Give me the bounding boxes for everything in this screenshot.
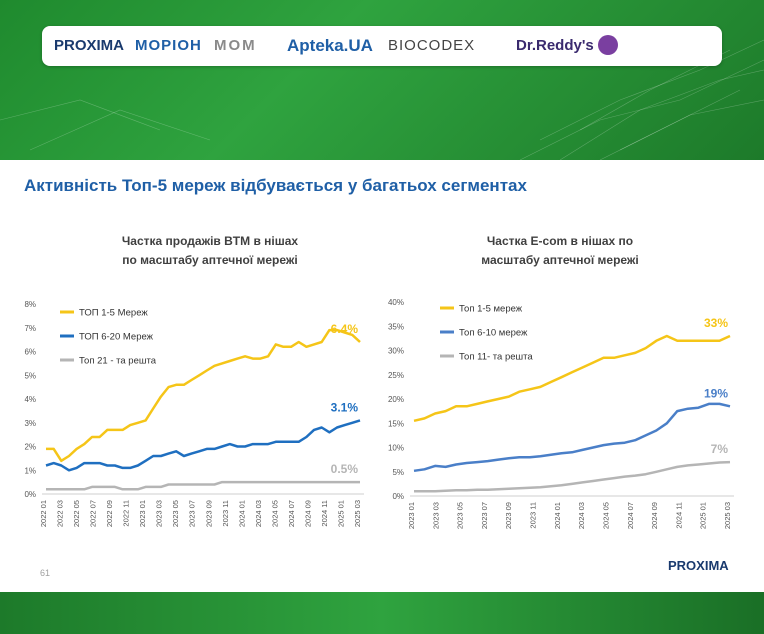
y-tick-label: 2% — [24, 443, 36, 452]
legend-label-1: ТОП 1-5 Мереж — [79, 308, 148, 319]
page-number: 61 — [40, 568, 51, 578]
legend-label-1: Топ 1-5 мереж — [459, 304, 523, 315]
series-line-3 — [46, 480, 360, 491]
x-tick-label: 2024 03 — [577, 502, 586, 529]
series-end-label-2: 19% — [704, 386, 728, 400]
series-line-1 — [46, 328, 361, 463]
x-tick-label: 2024 01 — [553, 502, 562, 529]
footer-background — [0, 592, 764, 634]
legend-label-2: Топ 6-10 мереж — [459, 328, 528, 339]
dr-reddys-logo: Dr.Reddy's — [516, 37, 594, 54]
x-tick-label: 2024 05 — [270, 500, 279, 527]
x-tick-label: 2022 05 — [72, 500, 81, 527]
x-tick-label: 2024 03 — [254, 500, 263, 527]
x-tick-label: 2025 03 — [353, 500, 362, 527]
x-tick-label: 2025 03 — [723, 502, 732, 529]
y-tick-label: 35% — [388, 322, 404, 331]
x-tick-label: 2023 11 — [529, 502, 538, 529]
right-line-chart: 0% 5% 10% 15% 20% 25% 30% 35% 40% 2023 01 2023 03 2… — [388, 298, 734, 529]
left-chart-title-line1: Частка продажів BTM в нішах — [121, 234, 299, 248]
legend-label-2: ТОП 6-20 Мереж — [79, 332, 154, 343]
y-tick-label: 20% — [388, 395, 404, 404]
x-tick-label: 2024 05 — [601, 502, 610, 529]
x-tick-label: 2022 11 — [122, 500, 131, 527]
x-tick-label: 2024 07 — [287, 500, 296, 527]
y-tick-label: 0% — [392, 492, 404, 501]
y-tick-label: 0% — [24, 490, 36, 499]
left-line-chart: 0% 1% 2% 3% 4% 5% 6% 7% 8% 2022 01 2022 03 2022 05 2… — [24, 300, 364, 527]
x-tick-label: 2023 01 — [407, 502, 416, 529]
x-tick-label: 2022 03 — [56, 500, 65, 527]
series-line-3 — [414, 460, 731, 493]
x-tick-label: 2022 07 — [89, 500, 98, 527]
y-tick-label: 15% — [388, 419, 404, 428]
right-chart-title-line2: масштабу аптечної мережі — [481, 253, 639, 267]
x-tick-label: 2024 01 — [237, 500, 246, 527]
footer-proxima-logo: PROXIMA — [668, 558, 729, 573]
decorative-mesh — [0, 39, 764, 160]
x-tick-label: 2024 09 — [303, 500, 312, 527]
partner-logo-bar: PROXIMA MOPIOH MOM Apteka.UA BIOCODEX Dr… — [42, 26, 722, 66]
y-tick-label: 7% — [24, 324, 36, 333]
x-tick-label: 2022 09 — [105, 500, 114, 527]
legend-label-3: Топ 11- та решта — [459, 352, 533, 363]
x-tick-label: 2023 03 — [155, 500, 164, 527]
x-tick-label: 2025 01 — [336, 500, 345, 527]
y-tick-label: 6% — [24, 348, 36, 357]
x-tick-label: 2023 05 — [171, 500, 180, 527]
left-chart-title: Частка продажів BTM в нішах по масштабу … — [70, 232, 350, 270]
series-line-2 — [413, 402, 731, 473]
morion-logo: MOPIOH — [135, 37, 202, 54]
y-tick-label: 10% — [388, 444, 404, 453]
y-tick-label: 8% — [24, 300, 36, 309]
x-tick-label: 2024 07 — [626, 502, 635, 529]
series-line-2 — [45, 419, 361, 472]
series-end-label-1: 6.4% — [331, 322, 359, 336]
x-tick-label: 2024 09 — [650, 502, 659, 529]
x-tick-label: 2023 07 — [480, 502, 489, 529]
y-tick-label: 25% — [388, 371, 404, 380]
y-tick-label: 3% — [24, 419, 36, 428]
right-chart-title: Частка E-com в нішах по масштабу аптечно… — [420, 232, 700, 270]
right-chart-title-line1: Частка E-com в нішах по — [486, 234, 634, 248]
y-tick-label: 5% — [24, 371, 36, 380]
slide-headline: Активність Топ-5 мереж відбувається у ба… — [24, 176, 527, 195]
mom-logo: MOM — [214, 37, 257, 54]
proxima-logo: PROXIMA — [54, 37, 125, 54]
y-tick-label: 5% — [392, 468, 404, 477]
x-tick-label: 2023 09 — [504, 502, 513, 529]
x-tick-label: 2023 09 — [204, 500, 213, 527]
left-chart-title-line2: по масштабу аптечної мережі — [122, 253, 298, 267]
biocodex-logo: BIOCODEX — [388, 37, 476, 54]
y-tick-label: 40% — [388, 298, 404, 307]
x-tick-label: 2023 07 — [188, 500, 197, 527]
y-tick-label: 4% — [24, 395, 36, 404]
legend-label-3: Топ 21 - та решта — [79, 356, 157, 367]
x-tick-label: 2023 01 — [138, 500, 147, 527]
series-end-label-3: 0.5% — [331, 462, 359, 476]
x-tick-label: 2024 11 — [320, 500, 329, 527]
x-tick-label: 2025 01 — [699, 502, 708, 529]
y-tick-label: 1% — [24, 466, 36, 475]
slide-body — [0, 160, 764, 592]
y-tick-label: 30% — [388, 347, 404, 356]
series-end-label-2: 3.1% — [331, 400, 359, 414]
x-tick-label: 2024 11 — [674, 502, 683, 529]
x-tick-label: 2023 11 — [221, 500, 230, 527]
series-end-label-1: 33% — [704, 316, 728, 330]
x-tick-label: 2023 03 — [431, 502, 440, 529]
series-end-label-3: 7% — [711, 442, 729, 456]
x-tick-label: 2023 05 — [456, 502, 465, 529]
series-line-1 — [413, 334, 731, 423]
dr-reddys-mark-icon — [598, 35, 618, 55]
apteka-ua-logo: Apteka.UA — [287, 36, 373, 55]
x-tick-label: 2022 01 — [39, 500, 48, 527]
